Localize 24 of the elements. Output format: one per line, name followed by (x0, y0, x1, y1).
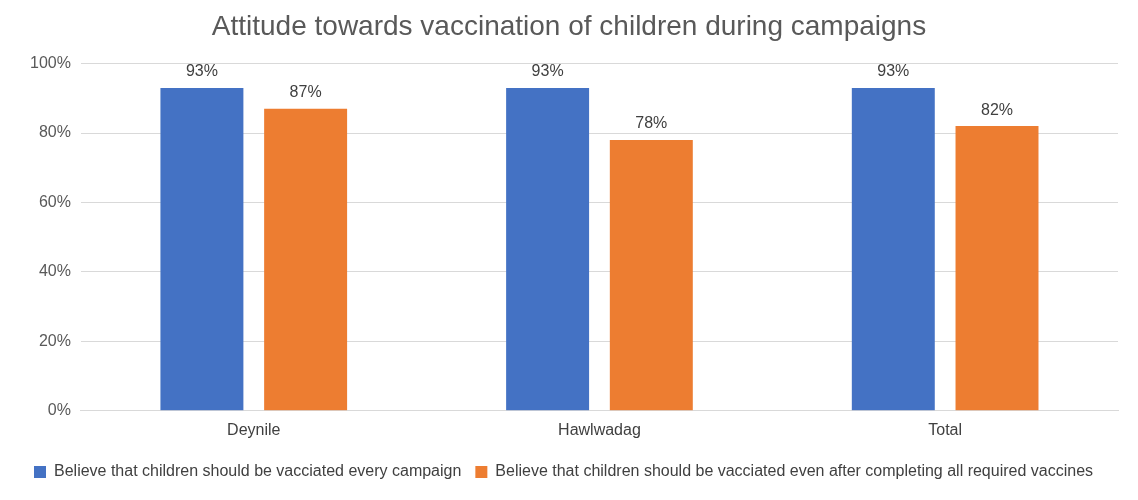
data-label: 93% (185, 62, 218, 80)
y-tick-label: 20% (38, 331, 71, 349)
chart-title: Attitude towards vaccination of children during campaigns (211, 9, 927, 41)
data-label: 93% (531, 62, 564, 80)
y-tick-label: 100% (30, 54, 71, 72)
x-tick-label: Total (928, 420, 963, 438)
bar (264, 108, 348, 411)
bar (609, 139, 693, 411)
legend-label: Believe that children should be vacciated every campaign (54, 462, 462, 480)
bar (955, 126, 1039, 411)
x-tick-label: Deynile (227, 420, 281, 438)
data-label: 87% (289, 83, 322, 101)
data-label: 93% (877, 62, 910, 80)
y-tick-label: 80% (38, 123, 71, 141)
data-label: 78% (635, 114, 668, 132)
x-tick-label: Hawlwadag (558, 420, 641, 438)
y-tick-label: 40% (38, 262, 71, 280)
bar (851, 87, 935, 411)
y-tick-label: 0% (47, 401, 71, 419)
y-tick-label: 60% (38, 192, 71, 210)
data-label: 82% (980, 100, 1014, 118)
bar (506, 87, 590, 411)
bar (160, 87, 244, 411)
legend-label: Believe that children should be vacciated even after completing all required vaccines (495, 462, 1094, 480)
